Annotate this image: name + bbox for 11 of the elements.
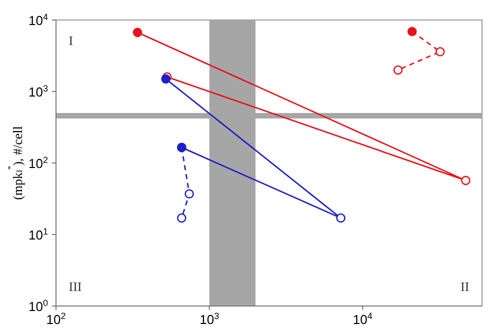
y-tick-label: 10$^{2}$ [28, 155, 48, 171]
annotation: II [460, 278, 470, 294]
y-tick-label: 10$^{1}$ [28, 226, 48, 242]
y-tick-label: 10$^{4}$ [28, 12, 48, 28]
x-tick-label: 10$^{3}$ [200, 311, 220, 327]
x-tick-label: 10$^{4}$ [352, 311, 372, 327]
annotation: I [68, 33, 74, 48]
y-tick-label: 10$^{0}$ [28, 298, 48, 314]
y-tick-label: 10$^{3}$ [28, 84, 48, 100]
annotation: III [68, 278, 82, 294]
x-tick-label: 10$^{2}$ [46, 311, 66, 327]
